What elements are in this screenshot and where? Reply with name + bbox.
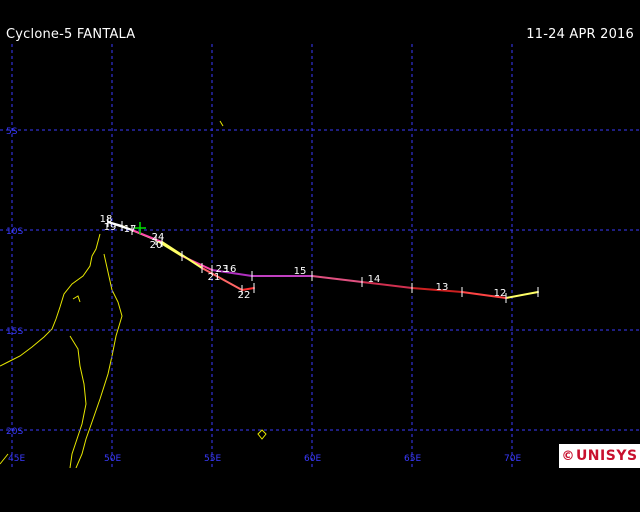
day-label: 15 xyxy=(294,266,307,277)
track-segment xyxy=(201,267,243,291)
track-map: 45E 50E 55E 60E 65E 70E 5S 10S 15S 20S 12 13 14 15 16… xyxy=(0,44,640,469)
copyright-symbol: © xyxy=(561,448,575,464)
longitude-label: 70E xyxy=(504,454,521,464)
day-label: 23 xyxy=(216,264,229,275)
latitude-label: 20S xyxy=(6,427,23,437)
track-segment xyxy=(361,281,413,289)
date-range: 11-24 APR 2016 xyxy=(526,27,634,42)
track-segment xyxy=(131,229,163,243)
track-segment xyxy=(107,221,133,231)
logo-text: UNISYS xyxy=(575,448,638,464)
day-label: 22 xyxy=(238,290,251,301)
day-label: 21 xyxy=(208,272,221,283)
longitude-label: 50E xyxy=(104,454,121,464)
latitude-label: 5S xyxy=(6,127,18,137)
storm-track xyxy=(107,217,539,303)
graticule: 45E 50E 55E 60E 65E 70E 5S 10S 15S 20S xyxy=(0,44,640,468)
latitude-label: 15S xyxy=(6,327,23,337)
day-label: 19 xyxy=(104,222,117,233)
unisys-logo: © UNISYS xyxy=(559,444,640,468)
track-segment xyxy=(311,275,363,283)
longitude-label: 65E xyxy=(404,454,421,464)
track-segment xyxy=(505,291,539,299)
day-label: 16 xyxy=(224,264,237,275)
longitude-label: 45E xyxy=(8,454,25,464)
longitude-label: 55E xyxy=(204,454,221,464)
storm-title: Cyclone-5 FANTALA xyxy=(6,27,136,42)
track-segment xyxy=(411,287,463,293)
day-label: 12 xyxy=(494,288,507,299)
footer-bar xyxy=(0,468,640,512)
track-segment xyxy=(461,291,507,299)
day-label: 24 xyxy=(152,232,165,243)
latitude-label: 10S xyxy=(6,227,23,237)
day-label: 13 xyxy=(436,282,449,293)
day-label: 20 xyxy=(150,240,163,251)
day-label: 17 xyxy=(124,224,137,235)
longitude-label: 60E xyxy=(304,454,321,464)
day-label: 14 xyxy=(368,274,381,285)
header-bar: Cyclone-5 FANTALA 11-24 APR 2016 xyxy=(0,0,640,44)
track-segment xyxy=(241,287,255,291)
map-canvas: 45E 50E 55E 60E 65E 70E 5S 10S 15S 20S 12 13 14 15 16… xyxy=(0,44,640,469)
track-segment xyxy=(211,269,253,277)
day-label: 18 xyxy=(100,214,113,225)
